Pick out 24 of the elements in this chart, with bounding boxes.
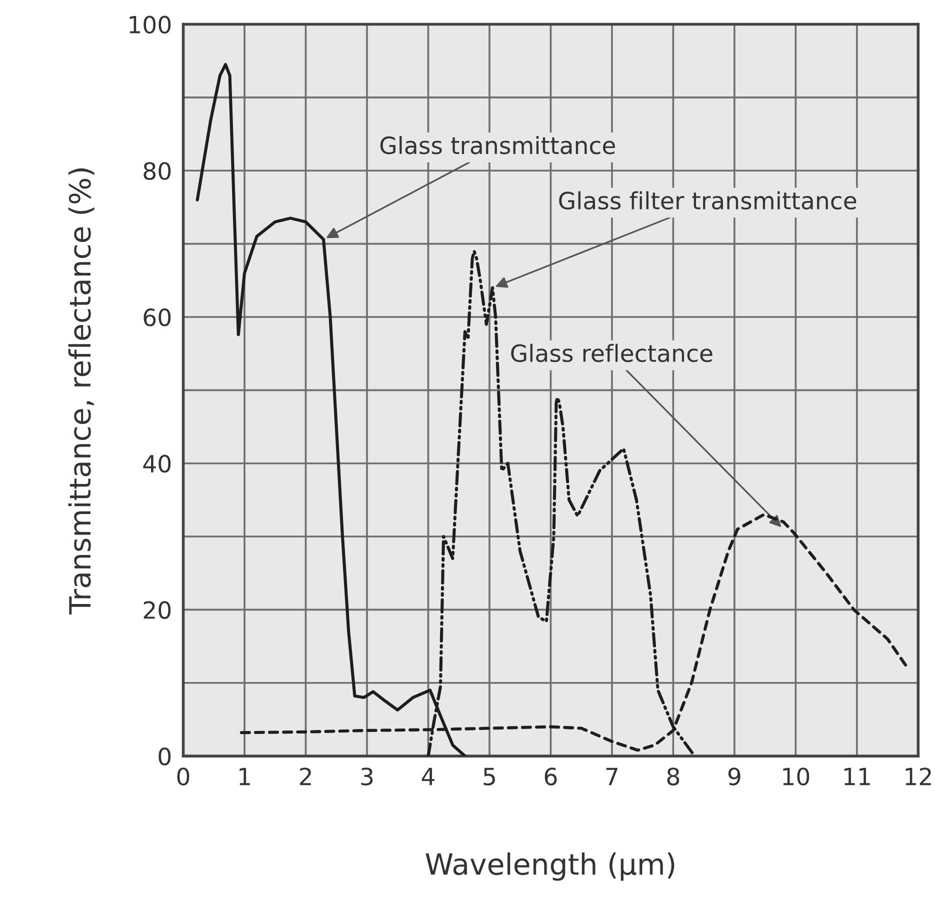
x-tick-label: 10: [783, 768, 810, 786]
x-tick-label: 9: [728, 768, 740, 786]
y-tick-label: 60: [144, 308, 171, 326]
y-tick-label: 80: [144, 162, 171, 180]
annotation: Glass reflectance: [511, 344, 712, 362]
y-tick-label: 100: [130, 16, 171, 34]
y-axis-title: Transmittance, reflectance (%): [68, 168, 94, 614]
y-tick-label: 20: [144, 601, 171, 620]
x-tick-label: 1: [240, 768, 250, 786]
x-tick-label: 2: [300, 768, 311, 786]
y-tick-label: 40: [143, 454, 171, 473]
x-tick-label: 6: [544, 768, 557, 786]
x-tick-label: 8: [667, 768, 680, 786]
x-tick-label: 4: [422, 768, 434, 786]
x-tick-label: 5: [484, 768, 495, 786]
x-tick-label: 7: [606, 768, 618, 786]
x-tick-label: 12: [906, 768, 931, 786]
x-tick-label: 11: [844, 768, 870, 786]
annotation: Glass filter transmittance: [559, 191, 856, 210]
x-tick-label: 0: [177, 768, 190, 786]
x-axis-title: Wavelength (µm): [426, 852, 674, 881]
x-tick-label: 3: [361, 768, 373, 786]
y-tick-label: 0: [158, 748, 171, 766]
annotation: Glass transmittance: [380, 136, 615, 154]
